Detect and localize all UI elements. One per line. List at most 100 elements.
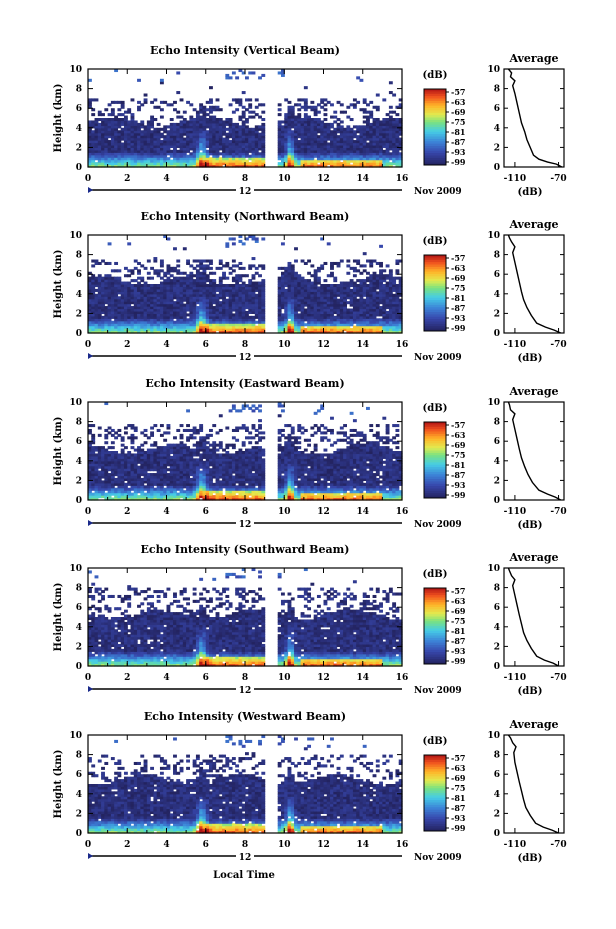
- x-tick-label: 10: [278, 174, 291, 184]
- heatmap-cell: [324, 279, 328, 282]
- heatmap-cell: [392, 94, 396, 97]
- heatmap-cell: [144, 267, 148, 270]
- average-x-tick-label: -70: [550, 174, 566, 184]
- colorbar-tick-label: -75: [451, 117, 465, 127]
- heatmap-cell: [346, 272, 350, 275]
- heatmap-cell: [91, 113, 95, 116]
- heatmap-cell: [278, 108, 282, 111]
- x-tick-label: 10: [278, 340, 291, 350]
- heatmap-cell: [363, 264, 367, 267]
- average-x-tick-label: -110: [504, 174, 527, 184]
- heatmap-cell: [131, 98, 135, 101]
- heatmap-cell: [114, 262, 118, 265]
- heatmap-cell: [278, 113, 282, 116]
- heatmap-cell: [229, 103, 233, 106]
- heatmap-cell: [261, 264, 265, 267]
- heatmap-cell: [294, 247, 298, 250]
- heatmap-cell: [117, 429, 121, 432]
- average-y-tick-label: 10: [487, 231, 500, 241]
- heatmap-cell: [255, 98, 259, 101]
- x-tick-label: 16: [396, 340, 409, 350]
- y-tick-label: 4: [76, 290, 82, 300]
- x-tick-label: 6: [203, 174, 209, 184]
- heatmap-cell: [232, 260, 236, 263]
- heatmap-cell: [327, 242, 331, 245]
- heatmap-cell: [104, 108, 108, 111]
- average-title: Average: [508, 218, 558, 231]
- x-tick-label: 0: [85, 174, 91, 184]
- heatmap-cell: [144, 98, 148, 101]
- heatmap-cell: [212, 272, 216, 275]
- panel-2: Echo Intensity (Northward Beam)0 2 4 6 8 10 12…: [53, 210, 567, 364]
- date-label: Nov 2009: [414, 353, 462, 363]
- heatmap-cell: [163, 439, 167, 442]
- heatmap-cell: [310, 101, 314, 104]
- heatmap-cell: [232, 269, 236, 272]
- heatmap-cell: [379, 245, 383, 248]
- heatmap-cells: [88, 69, 403, 168]
- heatmap-cell: [137, 79, 141, 82]
- heatmap-cell: [127, 108, 131, 111]
- heatmap-cell: [160, 424, 164, 427]
- colorbar-tick-label: -87: [451, 137, 465, 147]
- heatmap-cell: [104, 441, 108, 444]
- heatmap-cell: [170, 118, 174, 121]
- heatmap-cell: [144, 429, 148, 432]
- heatmap-cell: [134, 436, 138, 439]
- heatmap-cell: [108, 242, 112, 245]
- heatmap-cell: [261, 123, 265, 126]
- panel-title: Echo Intensity (Vertical Beam): [150, 44, 340, 57]
- colorbar-tick-label: -75: [451, 283, 465, 293]
- heatmap-cell: [281, 242, 285, 245]
- heatmap-cell: [160, 116, 164, 119]
- heatmap-cell: [232, 237, 236, 240]
- heatmap-cell: [382, 269, 386, 272]
- heatmap-cell: [294, 260, 298, 263]
- heatmap-cell: [137, 269, 141, 272]
- heatmap-cell: [131, 113, 135, 116]
- heatmap-cell: [261, 103, 265, 106]
- heatmap-cell: [340, 120, 344, 123]
- heatmap-cell: [310, 264, 314, 267]
- average-y-tick-label: 2: [494, 143, 500, 153]
- heatmap-cell: [101, 113, 105, 116]
- heatmap-cell: [229, 76, 233, 79]
- heatmap-cell: [379, 262, 383, 265]
- heatmap-cell: [117, 277, 121, 280]
- y-axis-label: Height (km): [53, 250, 64, 319]
- heatmap-cell: [369, 101, 373, 104]
- heatmap-cell: [121, 436, 125, 439]
- average-y-tick-label: 2: [494, 309, 500, 319]
- heatmap-cell: [330, 272, 334, 275]
- heatmap-cell: [111, 441, 115, 444]
- heatmap-cell: [261, 118, 265, 121]
- heatmap-cell: [376, 94, 380, 97]
- heatmap-cell: [278, 103, 282, 106]
- heatmap-cell: [252, 257, 256, 260]
- heatmap-cell: [245, 274, 249, 277]
- x-tick-label: 14: [356, 340, 369, 350]
- heatmap-cell: [245, 76, 249, 79]
- colorbar-tick-label: -63: [451, 263, 466, 273]
- heatmap-cell: [150, 277, 154, 280]
- heatmap-cell: [219, 260, 223, 263]
- heatmap-cell: [150, 431, 154, 434]
- heatmap-cell: [91, 434, 95, 437]
- heatmap-cells: [88, 235, 403, 334]
- y-tick-label: 10: [69, 231, 82, 241]
- heatmap-cell: [340, 260, 344, 263]
- average-y-tick-label: 8: [494, 85, 500, 95]
- heatmap-cell: [248, 103, 252, 106]
- x-tick-label: 4: [163, 340, 169, 350]
- colorbar-tick-label: -99: [451, 157, 466, 167]
- heatmap-cell: [124, 431, 128, 434]
- colorbar-tick-label: -63: [451, 97, 466, 107]
- heatmap-cell: [356, 101, 360, 104]
- heatmap-cell: [209, 267, 213, 270]
- heatmap-cell: [140, 120, 144, 123]
- y-tick-label: 2: [76, 143, 82, 153]
- heatmap-cell: [242, 267, 246, 270]
- heatmap-cell: [255, 237, 259, 240]
- heatmap-cell: [288, 101, 292, 104]
- y-tick-label: 2: [76, 309, 82, 319]
